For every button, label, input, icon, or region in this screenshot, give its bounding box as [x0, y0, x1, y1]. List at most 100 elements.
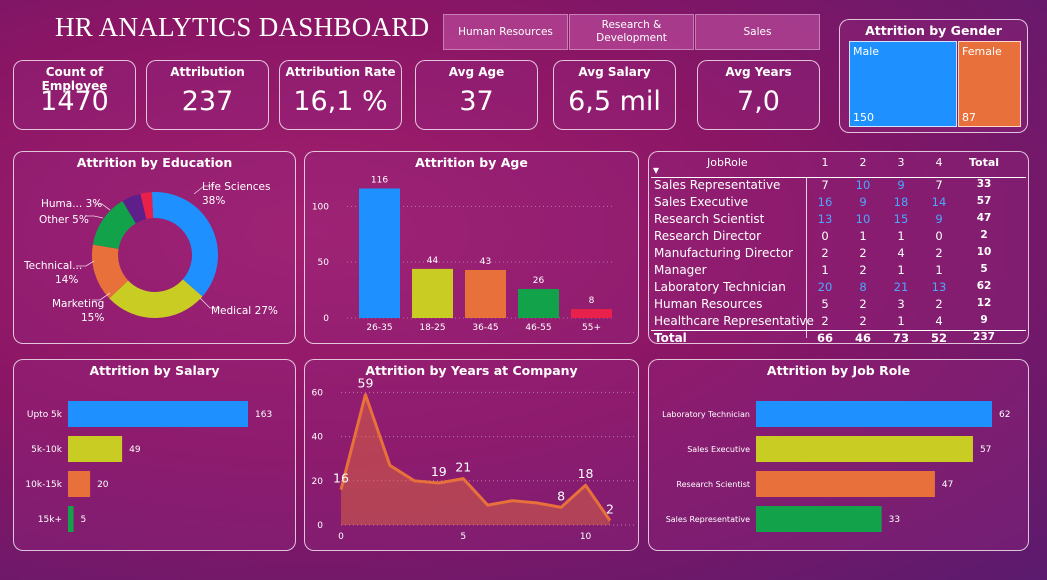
salary-bar-10k-15k[interactable]: [68, 471, 91, 497]
salary-bar-upto-5k[interactable]: [68, 401, 248, 427]
education-slice-medical[interactable]: [109, 279, 203, 318]
jobrole-bar-sales-executive[interactable]: [756, 436, 973, 462]
matrix-column-divider: [806, 178, 807, 338]
matrix-cell: 4: [935, 314, 943, 328]
matrix-row-label: Research Scientist: [654, 212, 765, 226]
kpi-label: Avg Years: [725, 65, 792, 79]
matrix-cell: 9: [935, 212, 943, 226]
matrix-row-label: Manager: [654, 263, 707, 277]
matrix-cell: 5: [821, 297, 829, 311]
age-bar-chart: 0 50 100 116 26-35 44 18-25 43 36-45 26 46-55 8 55+: [312, 175, 615, 333]
matrix-row-label: Sales Representative: [654, 178, 781, 192]
matrix-header-col: 3: [897, 156, 905, 169]
matrix-cell: 15: [893, 212, 909, 226]
age-category-label: 18-25: [419, 323, 445, 333]
gender-value: 150: [853, 111, 874, 124]
edu-label-human-resources: Huma... 3%: [41, 198, 102, 210]
education-slice-human-resources[interactable]: [140, 192, 154, 220]
salary-bar-value: 5: [81, 515, 87, 525]
matrix-cell: 7: [935, 178, 943, 192]
age-ytick-label: 100: [312, 202, 329, 212]
slicer-human-resources[interactable]: Human Resources: [443, 14, 568, 50]
years-point-label: 2: [606, 502, 614, 517]
age-category-label: 36-45: [472, 323, 498, 333]
years-xtick-label: 10: [580, 532, 592, 542]
kpi-card-avg-salary: Avg Salary 6,5 mil: [553, 60, 676, 130]
page-title: HR ANALYTICS DASHBOARD: [55, 12, 430, 42]
matrix-cell: 18: [893, 195, 909, 209]
matrix-cell: 9: [897, 178, 905, 192]
matrix-row-total: 33: [976, 178, 992, 190]
matrix-cell: 13: [817, 212, 833, 226]
years-area-fill: [341, 394, 610, 525]
edu-label-medical: Medical 27%: [211, 305, 278, 317]
salary-bar-value: 163: [255, 410, 272, 420]
education-slice-other[interactable]: [122, 193, 147, 224]
jobrole-bar-laboratory-technician[interactable]: [756, 401, 992, 427]
matrix-row-label: Laboratory Technician: [654, 280, 786, 294]
years-point-label: 18: [578, 466, 594, 481]
jobrole-bar-sales-representative[interactable]: [756, 506, 882, 532]
gender-tile-male[interactable]: Male 150: [849, 41, 957, 127]
matrix-total-divider: [651, 330, 1026, 331]
matrix-row-label: Sales Executive: [654, 195, 749, 209]
education-slice-life-sciences[interactable]: [151, 192, 219, 297]
gender-label: Female: [962, 45, 1002, 58]
jobrole-bar-value: 57: [980, 445, 991, 455]
panel-title: Attrition by Job Role: [766, 363, 911, 378]
matrix-cell: 13: [931, 280, 947, 294]
matrix-row-total: 12: [976, 297, 992, 309]
matrix-row-total: 10: [976, 246, 992, 258]
sort-arrow-icon[interactable]: ▾: [653, 163, 660, 177]
age-bar-26-35[interactable]: [359, 188, 400, 318]
jobrole-matrix-table: JobRole 1 2 3 4 Total ▾ Sales Representative 7 10…: [648, 151, 1029, 345]
age-category-label: 26-35: [366, 323, 392, 333]
matrix-header-total: Total: [968, 156, 1000, 169]
matrix-cell: 14: [931, 195, 947, 209]
kpi-value: 7,0: [737, 86, 780, 117]
edu-label-marketing: Marketing: [52, 298, 104, 310]
age-category-label: 46-55: [525, 323, 551, 333]
kpi-card-attribution: Attribution 237: [146, 60, 269, 130]
panel-title: Attrition by Education: [76, 155, 233, 170]
edu-label-life-sciences-pct: 38%: [202, 195, 225, 207]
gender-tile-female[interactable]: Female 87: [958, 41, 1021, 127]
edu-label-life-sciences: Life Sciences: [202, 181, 270, 193]
panel-title: Attrition by Age: [415, 155, 528, 170]
matrix-cell: 2: [935, 297, 943, 311]
jobrole-panel: Attrition by Job Role Laboratory Technic…: [648, 359, 1029, 551]
salary-bar-value: 49: [129, 445, 141, 455]
age-bar-value: 116: [371, 175, 388, 185]
matrix-header-divider: [651, 177, 1026, 178]
education-slice-marketing[interactable]: [91, 244, 129, 299]
matrix-cell: 4: [897, 246, 905, 260]
age-bar-18-25[interactable]: [412, 268, 453, 318]
matrix-cell: 2: [859, 246, 867, 260]
age-bar-36-45[interactable]: [465, 269, 506, 318]
age-bar-46-55[interactable]: [518, 288, 559, 318]
age-bar-value: 44: [427, 256, 439, 266]
salary-bar-5k-10k[interactable]: [68, 436, 123, 462]
matrix-total-label: Total: [654, 331, 687, 345]
matrix-cell: 0: [935, 229, 943, 243]
matrix-row-label: Healthcare Representative: [654, 314, 814, 328]
jobrole-bar-research-scientist[interactable]: [756, 471, 935, 497]
matrix-cell: 10: [855, 178, 871, 192]
slicer-research-development[interactable]: Research & Development: [569, 14, 694, 50]
years-point-label: 59: [358, 376, 374, 391]
matrix-cell: 16: [817, 195, 833, 209]
years-line[interactable]: [339, 393, 612, 522]
matrix-cell: 2: [859, 314, 867, 328]
years-area-chart: 0 20 40 60 0 5 10 16 59 19 21 8 18 2: [312, 376, 635, 542]
slicer-sales[interactable]: Sales: [695, 14, 820, 50]
matrix-grand-total: 237: [973, 331, 995, 343]
age-bar-55[interactable]: [571, 309, 612, 318]
education-slice-technical-degree[interactable]: [92, 201, 136, 249]
gender-value: 87: [962, 111, 976, 124]
matrix-cell: 8: [859, 280, 867, 294]
salary-bar-15k[interactable]: [68, 506, 74, 532]
matrix-cell: 2: [821, 314, 829, 328]
years-ytick-label: 60: [312, 388, 324, 398]
matrix-cell: 2: [859, 297, 867, 311]
age-bar-value: 26: [533, 276, 545, 286]
